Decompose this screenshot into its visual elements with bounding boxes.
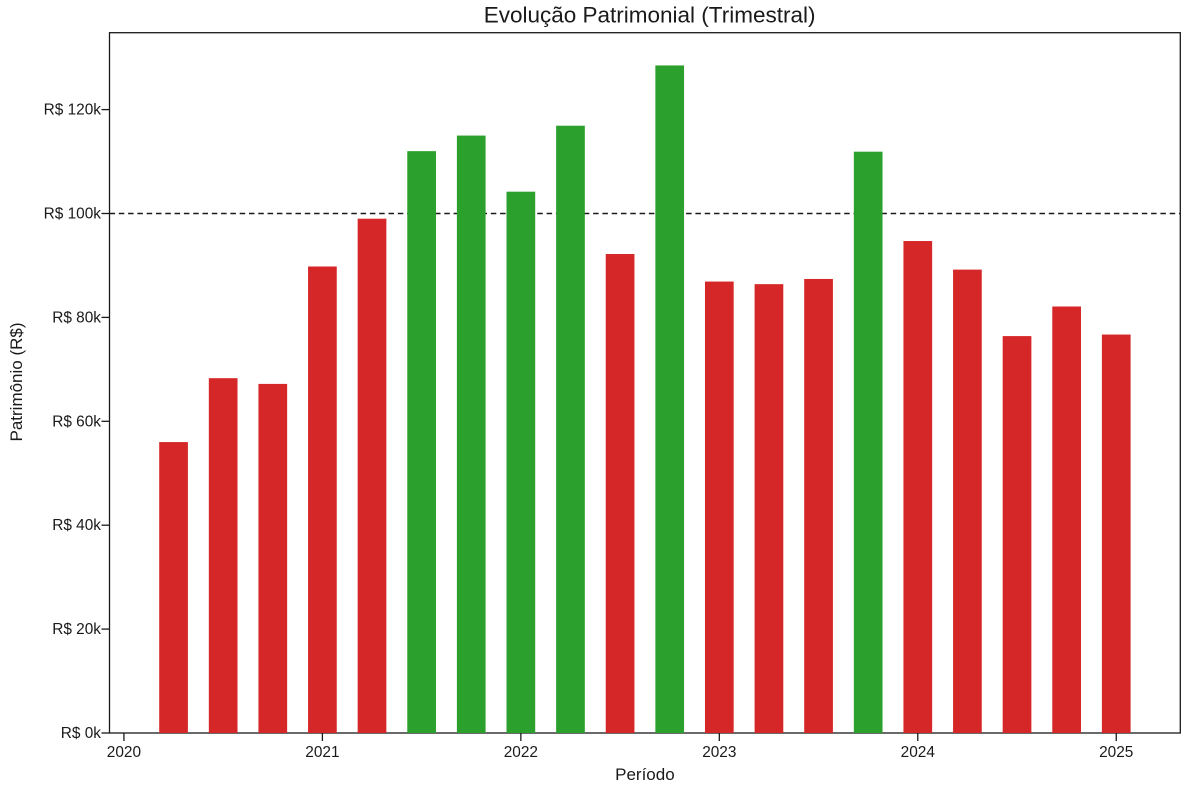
svg-text:R$ 0k: R$ 0k xyxy=(61,725,102,742)
svg-text:R$ 60k: R$ 60k xyxy=(52,413,101,430)
svg-text:R$ 80k: R$ 80k xyxy=(52,309,101,326)
svg-text:R$ 20k: R$ 20k xyxy=(52,621,101,638)
svg-text:R$ 100k: R$ 100k xyxy=(44,206,102,223)
svg-text:2022: 2022 xyxy=(504,744,538,761)
svg-text:R$ 40k: R$ 40k xyxy=(52,517,101,534)
svg-text:2021: 2021 xyxy=(305,744,339,761)
svg-text:Período: Período xyxy=(615,765,675,784)
svg-text:Evolução Patrimonial (Trimestr: Evolução Patrimonial (Trimestral) xyxy=(484,3,816,28)
svg-text:2020: 2020 xyxy=(107,744,141,761)
svg-text:2024: 2024 xyxy=(901,744,936,761)
svg-text:2023: 2023 xyxy=(702,744,736,761)
svg-text:2025: 2025 xyxy=(1099,744,1133,761)
svg-text:Patrimônio (R$): Patrimônio (R$) xyxy=(7,322,26,441)
svg-text:R$ 120k: R$ 120k xyxy=(44,102,102,119)
